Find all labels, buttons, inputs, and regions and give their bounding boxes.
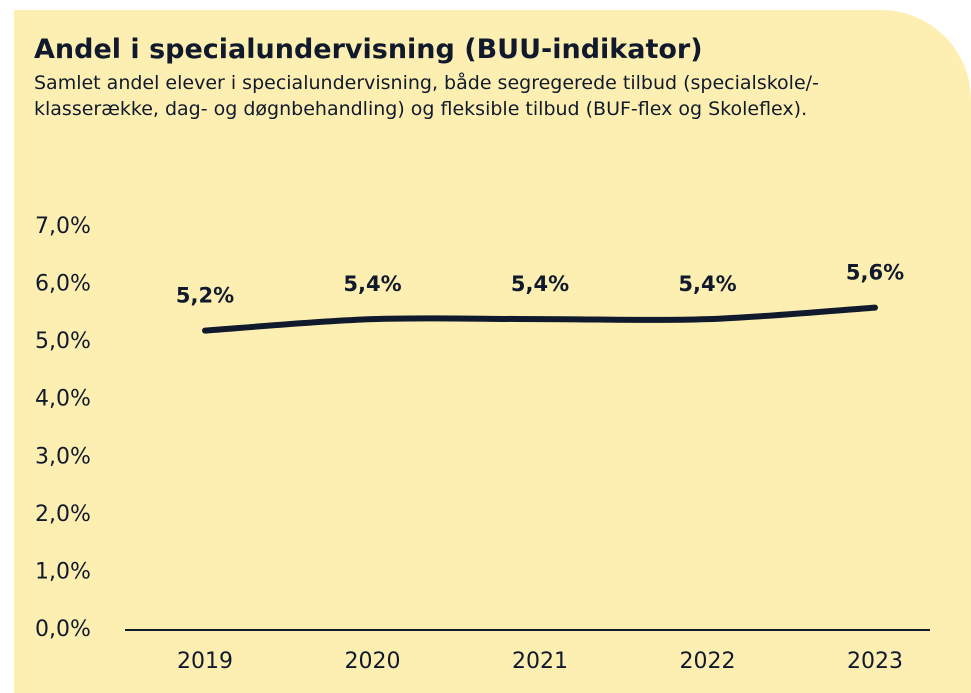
y-tick-label: 6,0% — [35, 272, 91, 297]
y-tick-label: 3,0% — [35, 444, 91, 469]
value-label: 5,4% — [343, 272, 401, 296]
x-tick-label: 2019 — [177, 649, 233, 674]
y-tick-label: 0,0% — [35, 617, 91, 642]
value-label: 5,4% — [511, 272, 569, 296]
value-label: 5,4% — [678, 272, 736, 296]
value-label: 5,6% — [846, 261, 904, 285]
x-tick-label: 2022 — [680, 649, 736, 674]
data-line — [202, 304, 878, 334]
x-tick-label: 2023 — [847, 649, 903, 674]
y-tick-label: 7,0% — [35, 214, 91, 239]
x-tick-label: 2020 — [345, 649, 401, 674]
chart-title: Andel i specialundervisning (BUU-indikat… — [34, 34, 703, 65]
y-tick-label: 4,0% — [35, 387, 91, 412]
value-label: 5,2% — [176, 284, 234, 308]
chart-subtitle: Samlet andel elever i specialundervisnin… — [34, 72, 819, 120]
y-tick-label: 2,0% — [35, 502, 91, 527]
y-tick-label: 5,0% — [35, 329, 91, 354]
y-tick-label: 1,0% — [35, 559, 91, 584]
x-tick-label: 2021 — [512, 649, 568, 674]
chart-card — [14, 10, 971, 693]
